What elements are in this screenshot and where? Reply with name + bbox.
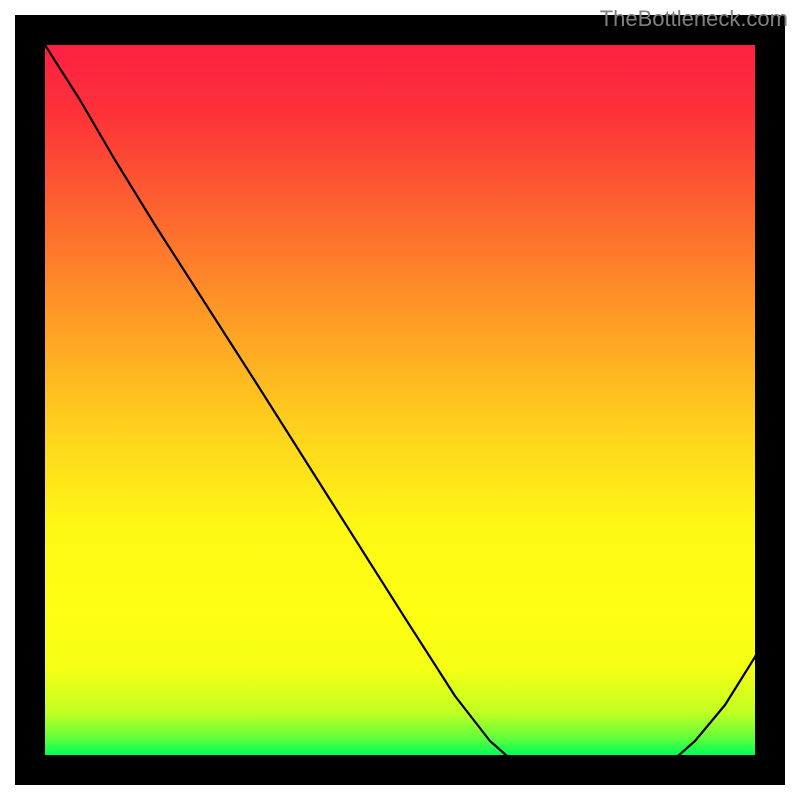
bottleneck-chart <box>0 0 800 800</box>
watermark-text: TheBottleneck.com <box>600 6 788 32</box>
gradient-background <box>45 45 755 755</box>
